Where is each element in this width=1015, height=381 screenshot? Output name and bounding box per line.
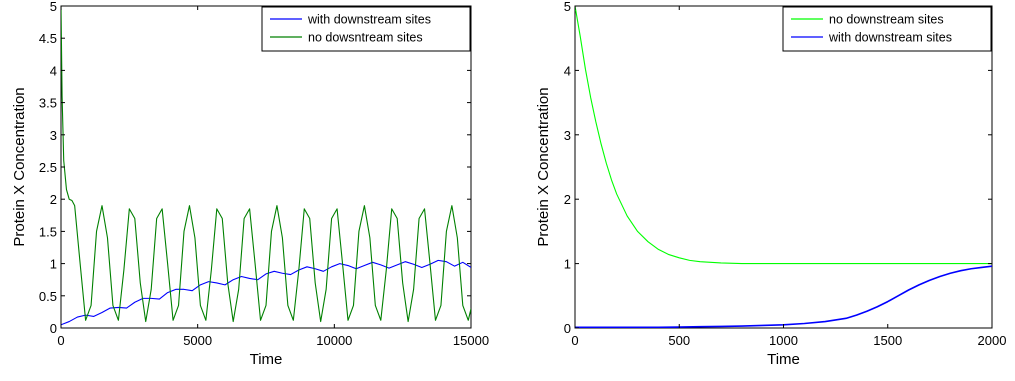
x-axis-label: Time <box>767 351 800 368</box>
y-tick-label: 3 <box>50 128 57 143</box>
series-line-1 <box>575 6 992 265</box>
y-tick-label: 2 <box>564 192 571 207</box>
legend-entry: no downstream sites <box>829 13 944 27</box>
y-tick-label: 1 <box>50 257 57 272</box>
x-tick-label: 2000 <box>978 333 1007 348</box>
legend-entry: with downstream sites <box>828 31 952 45</box>
y-tick-label: 1.5 <box>39 224 57 239</box>
y-tick-label: 0.5 <box>39 289 57 304</box>
y-tick-label: 4 <box>564 63 571 78</box>
y-tick-label: 1 <box>564 257 571 272</box>
legend-entry: no dowsntream sites <box>308 31 423 45</box>
y-tick-label: 5 <box>564 0 571 14</box>
x-tick-label: 0 <box>571 333 578 348</box>
y-tick-label: 3.5 <box>39 96 57 111</box>
legend: no downstream sites with downstream sites <box>782 6 992 52</box>
y-axis-label: Protein X Concentration <box>11 87 28 246</box>
series-line-2 <box>575 265 992 328</box>
chart-1: 0 5000 10000 15000 0 0.5 1 1.5 2 2.5 3 3.5 4 4.5 5 Time… <box>11 0 489 368</box>
y-tick-label: 2 <box>50 192 57 207</box>
legend: with downstream sites no dowsntream sites <box>261 6 471 52</box>
y-tick-label: 5 <box>50 0 57 14</box>
chart-2: 0 500 1000 1500 2000 0 1 2 3 4 5 Time Protein X Conc… <box>535 0 1006 368</box>
x-tick-label: 500 <box>668 333 690 348</box>
x-tick-label: 1000 <box>769 333 798 348</box>
y-tick-label: 0 <box>50 321 57 336</box>
legend-box <box>782 6 992 52</box>
x-tick-label: 10000 <box>316 333 352 348</box>
legend-entry: with downstream sites <box>307 13 431 27</box>
x-tick-label: 1500 <box>873 333 902 348</box>
x-tick-label: 15000 <box>453 333 489 348</box>
x-tick-label: 0 <box>57 333 64 348</box>
y-axis-label: Protein X Concentration <box>535 87 552 246</box>
y-tick-label: 4.5 <box>39 31 57 46</box>
y-tick-label: 4 <box>50 63 57 78</box>
x-tick-label: 5000 <box>183 333 212 348</box>
y-tick-label: 0 <box>564 321 571 336</box>
y-tick-label: 3 <box>564 128 571 143</box>
legend-box <box>261 6 471 52</box>
y-tick-label: 2.5 <box>39 160 57 175</box>
series-line-1 <box>61 259 471 326</box>
x-axis-label: Time <box>250 351 283 368</box>
series-line-2 <box>61 6 471 323</box>
